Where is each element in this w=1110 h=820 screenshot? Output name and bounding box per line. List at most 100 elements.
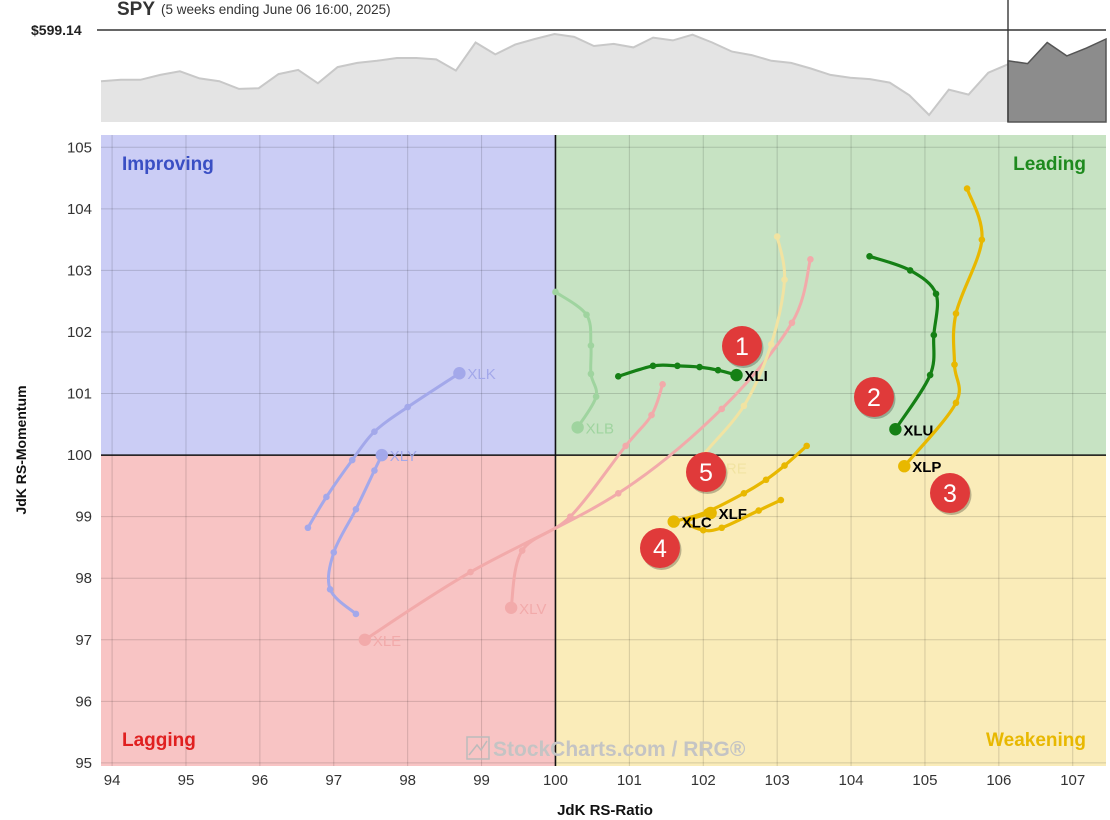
y-tick-label: 101 bbox=[67, 386, 92, 403]
tail-point bbox=[718, 524, 726, 532]
x-tick-label: 104 bbox=[839, 772, 864, 789]
tail-xlf[interactable]: XLF bbox=[683, 496, 785, 534]
tail-xle[interactable]: XLE bbox=[358, 256, 814, 650]
tail-point bbox=[767, 341, 775, 348]
y-tick-label: 100 bbox=[67, 447, 92, 464]
tail-point bbox=[352, 610, 360, 618]
x-tick-label: 107 bbox=[1060, 772, 1085, 789]
tail-point bbox=[371, 467, 378, 474]
tail-point bbox=[703, 508, 711, 516]
tail-point bbox=[699, 526, 707, 534]
x-tick-label: 105 bbox=[912, 772, 937, 789]
tail-point bbox=[659, 381, 666, 388]
tail-head-point[interactable] bbox=[358, 633, 372, 646]
tail-label: XLE bbox=[373, 633, 401, 650]
price-area-history bbox=[101, 34, 1008, 122]
tail-point bbox=[788, 319, 796, 327]
x-tick-label: 103 bbox=[765, 772, 790, 789]
tail-point bbox=[614, 373, 622, 380]
tail-point bbox=[552, 288, 559, 296]
x-tick-label: 94 bbox=[104, 772, 121, 789]
tail-xlb[interactable]: XLB bbox=[552, 288, 614, 438]
x-tick-label: 99 bbox=[473, 772, 490, 789]
tail-head-point[interactable] bbox=[571, 421, 584, 434]
tail-point bbox=[348, 456, 356, 464]
tail-point bbox=[773, 233, 781, 240]
price-area-recent bbox=[1007, 37, 1107, 123]
x-tick-label: 106 bbox=[986, 772, 1011, 789]
callout-4: 4 bbox=[640, 528, 682, 570]
tail-point bbox=[622, 442, 629, 450]
tail-head-point[interactable] bbox=[889, 423, 902, 436]
watermark: StockCharts.com / RRG® bbox=[466, 736, 746, 761]
quadrant-lagging bbox=[101, 455, 556, 766]
quadrant-label-leading: Leading bbox=[1013, 154, 1086, 175]
tail-xlu[interactable]: XLU bbox=[866, 252, 940, 439]
tail-point bbox=[326, 586, 334, 593]
quadrant-improving bbox=[101, 135, 556, 456]
y-axis-title: JdK RS-Momentum bbox=[13, 385, 29, 514]
y-tick-label: 95 bbox=[75, 755, 92, 772]
tail-point bbox=[592, 393, 600, 400]
callout-number: 4 bbox=[653, 535, 667, 563]
y-tick-label: 103 bbox=[67, 262, 92, 279]
tail-point bbox=[740, 489, 748, 497]
tail-xli[interactable]: XLI bbox=[614, 362, 768, 386]
tail-point bbox=[762, 476, 770, 484]
x-axis-title: JdK RS-Ratio bbox=[557, 802, 653, 815]
tail-head-point[interactable] bbox=[898, 459, 911, 473]
tail-head-point[interactable] bbox=[453, 367, 466, 380]
tail-point bbox=[930, 331, 938, 339]
tail-point bbox=[587, 342, 595, 349]
x-tick-label: 95 bbox=[178, 772, 195, 789]
tail-head-point[interactable] bbox=[667, 515, 680, 528]
quadrant-label-lagging: Lagging bbox=[122, 730, 196, 751]
tail-point bbox=[649, 362, 657, 370]
tail-point bbox=[777, 496, 785, 504]
tail-label: XLB bbox=[586, 420, 614, 437]
y-tick-label: 97 bbox=[75, 632, 92, 649]
quadrant-label-improving: Improving bbox=[122, 154, 214, 175]
tail-xlc[interactable]: XLC bbox=[667, 442, 811, 532]
tail-point bbox=[952, 399, 960, 407]
tail-point bbox=[906, 267, 914, 274]
tail-head-point[interactable] bbox=[375, 448, 389, 462]
tail-point bbox=[323, 493, 330, 501]
callout-number: 3 bbox=[943, 480, 957, 508]
tail-point bbox=[371, 428, 378, 436]
tail-head-point[interactable] bbox=[504, 601, 518, 614]
tail-point bbox=[932, 290, 940, 298]
rrg-panel: 94 95 96 97 98 99 100 101 102 103 104 105 106 107 95 96… bbox=[13, 135, 1106, 819]
tail-point bbox=[674, 362, 681, 370]
y-tick-label: 104 bbox=[67, 201, 92, 218]
y-tick-label: 99 bbox=[75, 509, 92, 526]
tail-label: XLI bbox=[745, 368, 768, 385]
tail-xly[interactable]: XLY bbox=[326, 448, 417, 618]
tail-xlk[interactable]: XLK bbox=[304, 366, 496, 532]
tail-point bbox=[755, 507, 762, 514]
tail-point bbox=[648, 411, 655, 419]
tail-point bbox=[352, 505, 360, 513]
tail-head-point[interactable] bbox=[730, 368, 743, 382]
tail-label: XLY bbox=[390, 448, 417, 465]
price-panel: SPY (5 weeks ending June 06 16:00, 2025)… bbox=[31, 0, 1107, 123]
tail-point bbox=[304, 524, 312, 532]
tail-xlv[interactable]: XLV bbox=[504, 381, 666, 618]
symbol-label: SPY bbox=[117, 0, 155, 20]
callout-number: 5 bbox=[699, 459, 713, 487]
callout-5: 5 bbox=[686, 452, 728, 494]
tail-xlp[interactable]: XLP bbox=[898, 185, 986, 476]
tail-point bbox=[803, 442, 811, 450]
tail-label: XLP bbox=[912, 459, 941, 476]
tail-point bbox=[587, 370, 595, 378]
callout-3: 3 bbox=[930, 473, 972, 515]
callout-1: 1 bbox=[722, 326, 764, 368]
y-tick-label: 105 bbox=[67, 139, 92, 156]
watermark-text: StockCharts.com / RRG® bbox=[493, 738, 746, 761]
tail-point bbox=[718, 405, 726, 413]
tail-point bbox=[566, 513, 574, 520]
tail-line bbox=[306, 371, 461, 530]
tail-point bbox=[404, 403, 411, 411]
tail-label: XLU bbox=[903, 422, 933, 439]
